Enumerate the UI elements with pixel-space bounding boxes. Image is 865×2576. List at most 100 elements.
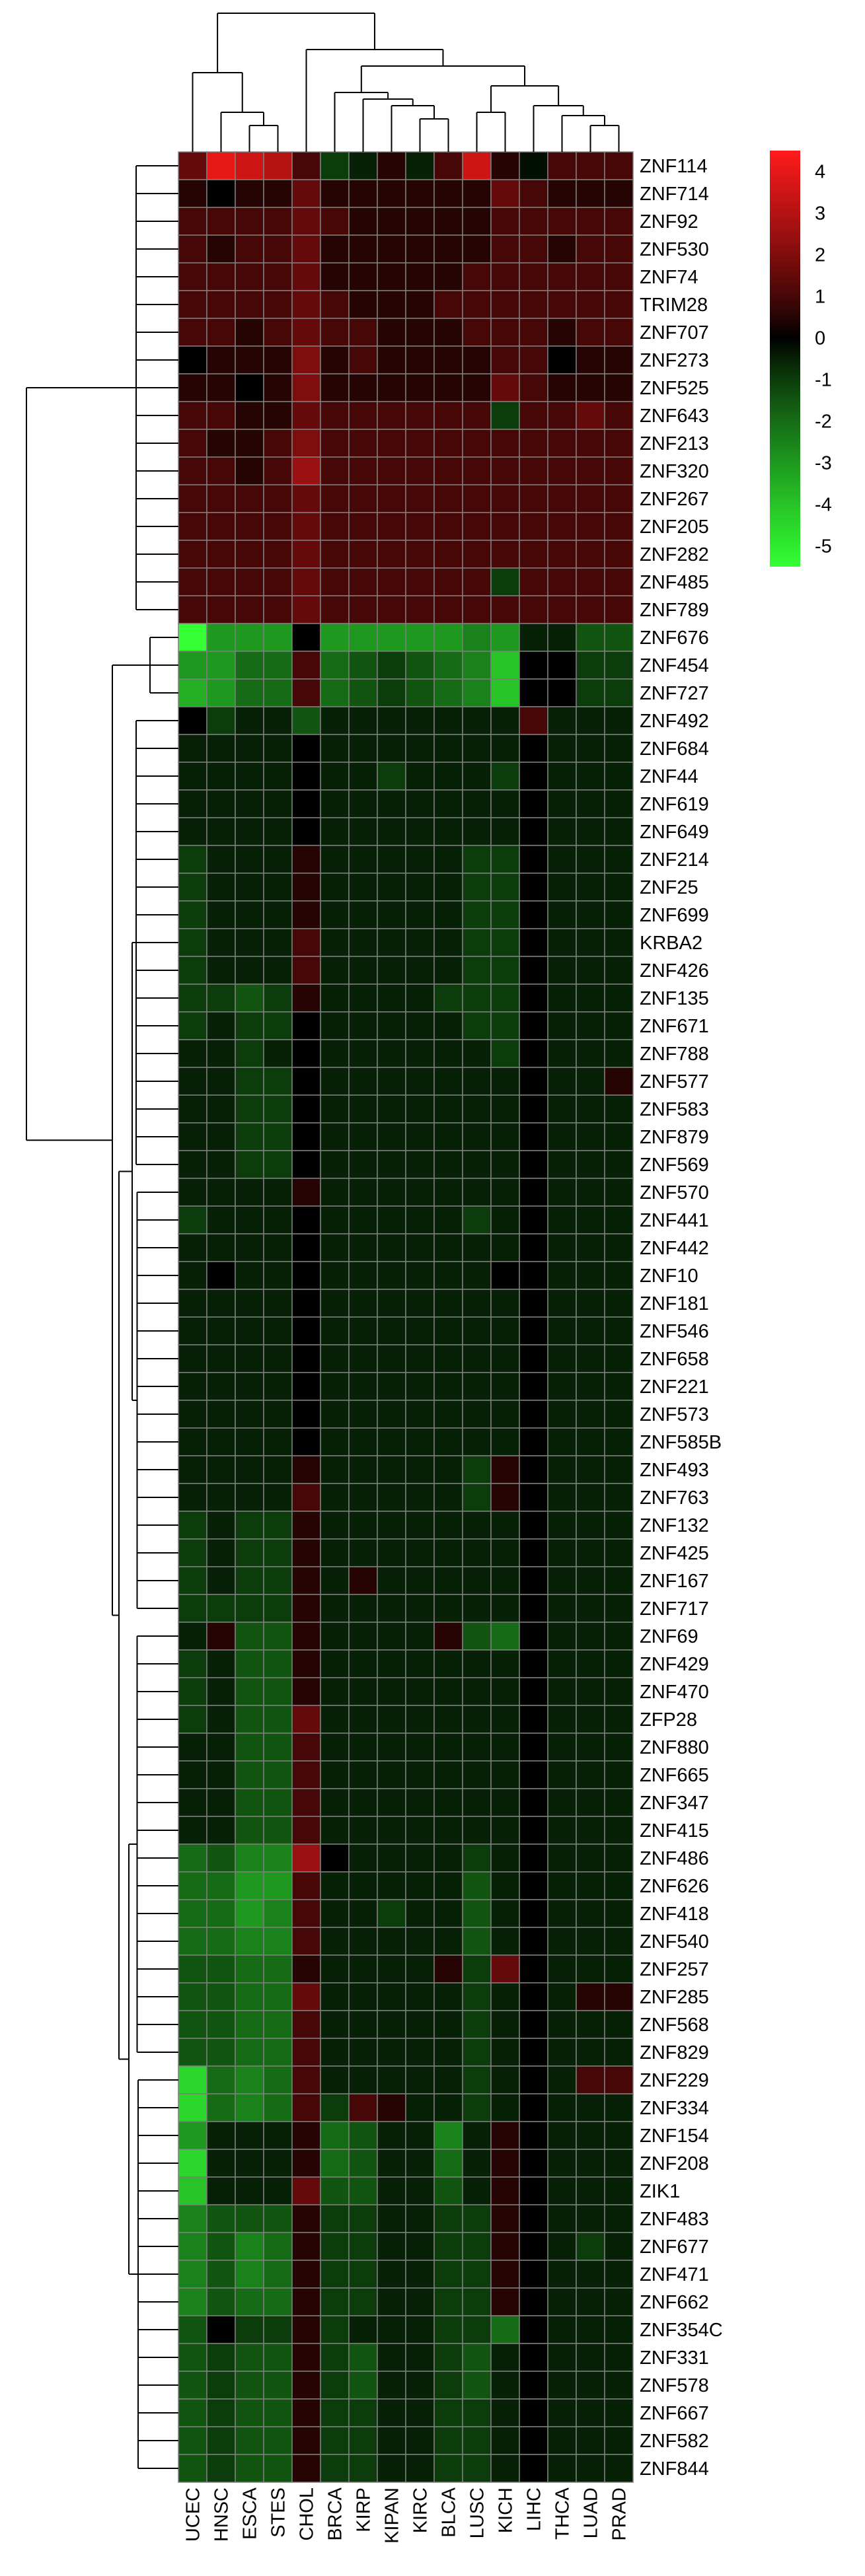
heatmap-cell <box>291 1150 321 1179</box>
heatmap-cell <box>206 540 236 569</box>
heatmap-cell <box>576 373 605 402</box>
heatmap-cell <box>263 706 293 735</box>
heatmap-cell <box>604 956 634 985</box>
heatmap-cell <box>462 1594 492 1623</box>
heatmap-cell <box>519 429 548 458</box>
heatmap-cell <box>433 2176 463 2205</box>
heatmap-cell <box>433 1538 463 1567</box>
heatmap-cell <box>405 429 435 458</box>
heatmap-cell <box>576 900 605 929</box>
heatmap-cell <box>235 1094 264 1124</box>
column-dendrogram <box>192 13 620 152</box>
heatmap-cell <box>433 151 463 180</box>
heatmap-cell <box>348 984 378 1013</box>
heatmap-cell <box>263 290 293 319</box>
row-label: ZNF727 <box>640 683 709 704</box>
heatmap-cell <box>462 2343 492 2372</box>
heatmap-cell <box>547 595 577 624</box>
heatmap-cell <box>235 1344 264 1373</box>
heatmap-cell <box>576 512 605 541</box>
heatmap-cell <box>405 2398 435 2427</box>
heatmap-cell <box>604 1067 634 1096</box>
heatmap-cell <box>263 2232 293 2261</box>
row-label: ZNF525 <box>640 378 709 399</box>
heatmap-cell <box>320 512 350 541</box>
row-label: ZNF684 <box>640 738 709 760</box>
heatmap-cell <box>490 1927 520 1956</box>
heatmap-cell <box>433 873 463 902</box>
heatmap-cell <box>206 1289 236 1318</box>
heatmap-cell <box>235 2149 264 2178</box>
heatmap-cell <box>377 1455 406 1484</box>
heatmap-cell <box>206 817 236 846</box>
heatmap-cell <box>490 373 520 402</box>
heatmap-cell <box>291 1899 321 1928</box>
heatmap-cell <box>405 456 435 485</box>
heatmap-cell <box>547 1289 577 1318</box>
row-label: ZNF844 <box>640 2458 709 2480</box>
heatmap-cell <box>348 1622 378 1651</box>
heatmap-cell <box>490 2204 520 2233</box>
heatmap-cell <box>462 2232 492 2261</box>
heatmap-cell <box>348 873 378 902</box>
heatmap-cell <box>206 1261 236 1290</box>
heatmap-cell <box>519 1094 548 1124</box>
heatmap-cell <box>348 845 378 874</box>
heatmap-cell <box>405 1178 435 1207</box>
heatmap-cell <box>178 789 207 818</box>
heatmap-cell <box>604 2315 634 2344</box>
heatmap-cell <box>263 1150 293 1179</box>
heatmap-cell <box>178 179 207 208</box>
column-label: PRAD <box>609 2487 630 2541</box>
heatmap-cell <box>547 484 577 513</box>
heatmap-cell <box>377 2287 406 2316</box>
heatmap-cell <box>604 873 634 902</box>
heatmap-cell <box>490 1566 520 1595</box>
heatmap-cell <box>235 2121 264 2150</box>
heatmap-cell <box>178 1622 207 1651</box>
heatmap-cell <box>519 318 548 347</box>
heatmap-cell <box>320 2260 350 2289</box>
row-label: ZNF568 <box>640 2015 709 2036</box>
row-label: ZNF470 <box>640 1682 709 1703</box>
heatmap-cell <box>348 1372 378 1401</box>
heatmap-cell <box>348 817 378 846</box>
heatmap-cell <box>291 1372 321 1401</box>
heatmap-cell <box>320 484 350 513</box>
row-label: ZNF530 <box>640 239 709 260</box>
heatmap-cell <box>263 984 293 1013</box>
heatmap-cell <box>348 207 378 236</box>
heatmap-cell <box>576 1427 605 1456</box>
heatmap-cell <box>547 928 577 957</box>
heatmap-cell <box>405 1205 435 1234</box>
heatmap-cell <box>377 845 406 874</box>
heatmap-cell <box>206 484 236 513</box>
heatmap-cell <box>291 1233 321 1262</box>
heatmap-cell <box>235 262 264 291</box>
heatmap-cell <box>263 1594 293 1623</box>
heatmap-cell <box>377 984 406 1013</box>
heatmap-cell <box>377 1511 406 1540</box>
heatmap-cell <box>291 484 321 513</box>
heatmap-cell <box>433 734 463 763</box>
heatmap-cell <box>576 1233 605 1262</box>
heatmap-cell <box>235 2426 264 2455</box>
row-label: ZNF486 <box>640 1848 709 1869</box>
heatmap-cell <box>604 1094 634 1124</box>
heatmap-cell <box>291 429 321 458</box>
heatmap-cell <box>348 318 378 347</box>
heatmap-cell <box>320 1899 350 1928</box>
heatmap-cell <box>405 2010 435 2039</box>
heatmap-cell <box>433 1094 463 1124</box>
heatmap-cell <box>604 1622 634 1651</box>
heatmap-cell <box>433 1205 463 1234</box>
heatmap-cell <box>263 512 293 541</box>
heatmap-cell <box>433 1677 463 1706</box>
heatmap-cell <box>519 1400 548 1429</box>
row-label: ZNF205 <box>640 517 709 538</box>
heatmap-cell <box>206 318 236 347</box>
heatmap-cell <box>433 484 463 513</box>
heatmap-cell <box>320 1788 350 1817</box>
heatmap-cell <box>206 1899 236 1928</box>
heatmap-cell <box>178 1233 207 1262</box>
